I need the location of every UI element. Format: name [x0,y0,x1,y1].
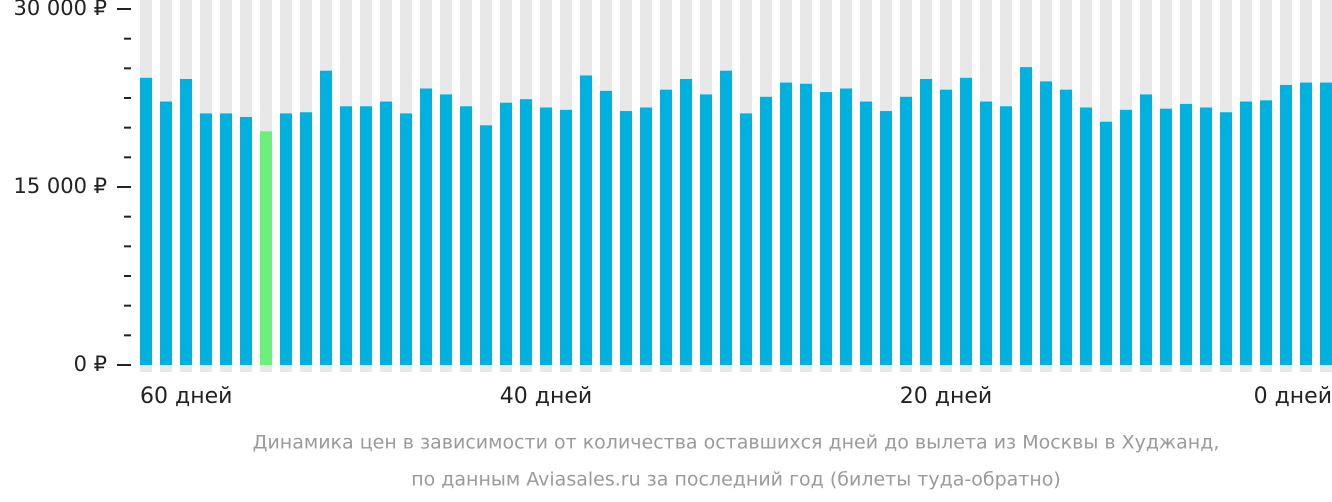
bar [1300,82,1312,365]
bar [960,77,972,366]
bar [1320,82,1332,365]
bar [1200,107,1212,365]
bar [700,94,712,365]
bar [1100,121,1112,365]
y-tick-label: 15 000 ₽ [13,174,107,198]
bar [980,101,992,365]
bar [140,77,152,366]
bar [380,101,392,365]
bar [1040,81,1052,366]
bar [1280,84,1292,366]
bar [480,125,492,365]
bar [1060,89,1072,366]
bar [1240,101,1252,365]
bar [600,90,612,365]
bar [220,113,232,365]
bar [660,89,672,366]
bar [1260,100,1272,365]
bar [920,79,932,365]
bar [420,88,432,366]
bar [1160,108,1172,366]
bar [460,106,472,365]
bar [1000,106,1012,365]
bar [440,94,452,365]
bar [280,113,292,365]
x-tick-label: 40 дней [500,384,592,409]
bar [1120,109,1132,365]
bar [240,116,252,365]
x-tick-label: 20 дней [900,384,992,409]
bar [500,102,512,365]
bar [520,99,532,365]
bar [900,96,912,366]
bar [680,79,692,365]
bar [400,113,412,365]
bar [1180,103,1192,365]
bar [940,89,952,366]
bar [780,82,792,365]
bar [760,96,772,366]
y-tick-label: 0 ₽ [74,352,107,376]
bar [320,70,332,365]
bar [620,111,632,365]
bar [720,70,732,365]
x-tick-label: 60 дней [140,384,232,409]
bar [860,101,872,365]
bar [580,75,592,365]
bar [260,131,272,365]
bar [200,113,212,365]
bar [1220,112,1232,366]
bar [740,113,752,365]
bar [1140,94,1152,365]
bar [880,111,892,365]
bar [540,107,552,365]
caption: Динамика цен в зависимости от количества… [253,432,1220,454]
bar [300,112,312,366]
bar [180,79,192,365]
bar [800,83,812,365]
bar [1080,107,1092,365]
caption: по данным Aviasales.ru за последний год … [411,469,1061,491]
bar [840,88,852,366]
bar [820,92,832,366]
bar [340,106,352,365]
bar [640,107,652,365]
bar [1020,67,1032,365]
bar [160,101,172,365]
bar [560,109,572,365]
x-tick-label: 0 дней [1254,384,1332,409]
y-tick-label: 30 000 ₽ [13,0,107,20]
bar [360,106,372,365]
